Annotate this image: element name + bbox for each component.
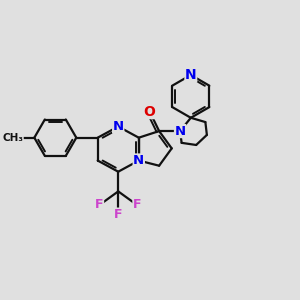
Text: O: O <box>143 104 155 118</box>
Text: N: N <box>113 120 124 133</box>
Text: F: F <box>95 198 103 212</box>
Text: N: N <box>185 68 196 82</box>
Text: N: N <box>133 154 144 167</box>
Text: N: N <box>175 124 186 138</box>
Text: F: F <box>133 198 141 212</box>
Text: CH₃: CH₃ <box>2 133 23 143</box>
Text: F: F <box>114 208 122 221</box>
